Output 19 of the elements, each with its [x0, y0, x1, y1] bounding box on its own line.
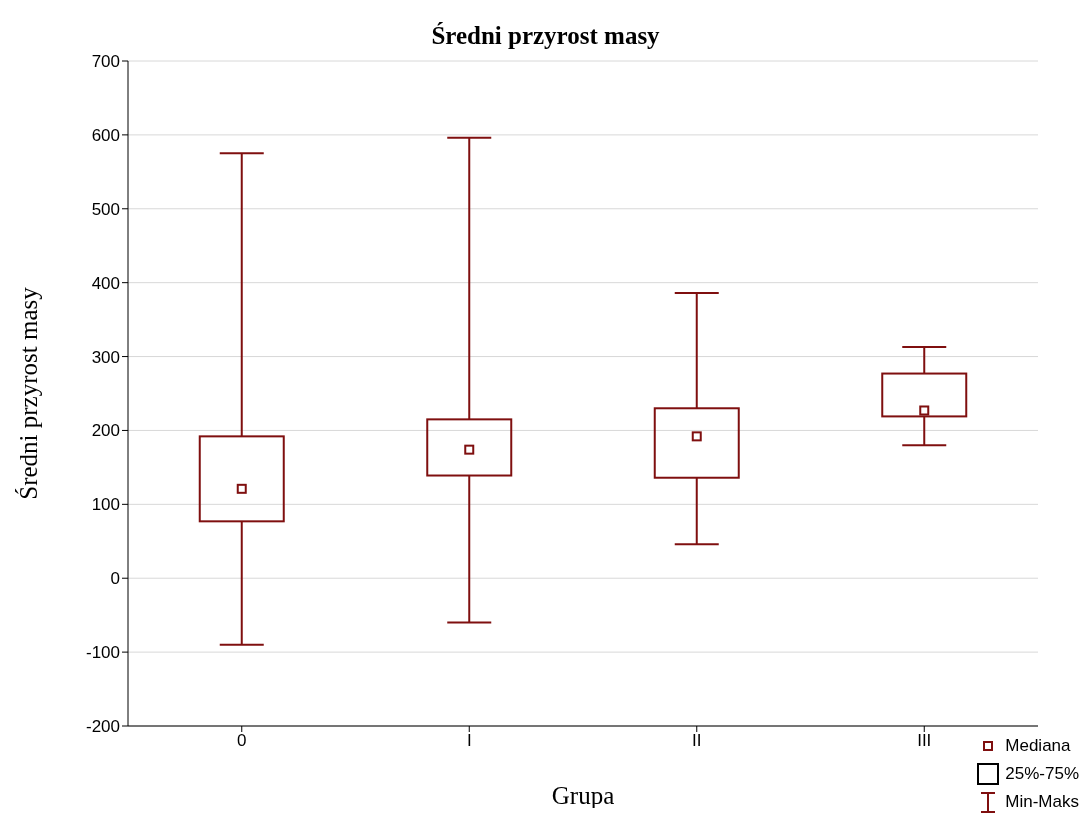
y-tick-label: -200	[85, 717, 120, 737]
x-tick-label: III	[917, 731, 932, 751]
y-axis-title: Średni przyrost masy	[14, 286, 42, 500]
y-tick-label: 300	[91, 347, 120, 367]
y-tick-label: 0	[110, 569, 120, 589]
y-tick-label: 100	[91, 495, 120, 515]
x-tick-label: 0	[237, 731, 247, 751]
text: Min-Maks	[1005, 792, 1079, 812]
text: 25%-75%	[1005, 764, 1079, 784]
y-tick-label: 500	[91, 199, 120, 219]
y-tick-label: 700	[91, 52, 120, 72]
y-tick-label: 600	[91, 125, 120, 145]
text: Mediana	[1005, 736, 1071, 756]
x-tick-label: II	[692, 731, 702, 751]
x-tick-label: I	[466, 731, 472, 751]
chart-title: Średni przyrost masy	[430, 22, 661, 50]
y-tick-label: -100	[85, 643, 120, 663]
y-tick-label: 200	[91, 421, 120, 441]
y-tick-label: 400	[91, 273, 120, 293]
